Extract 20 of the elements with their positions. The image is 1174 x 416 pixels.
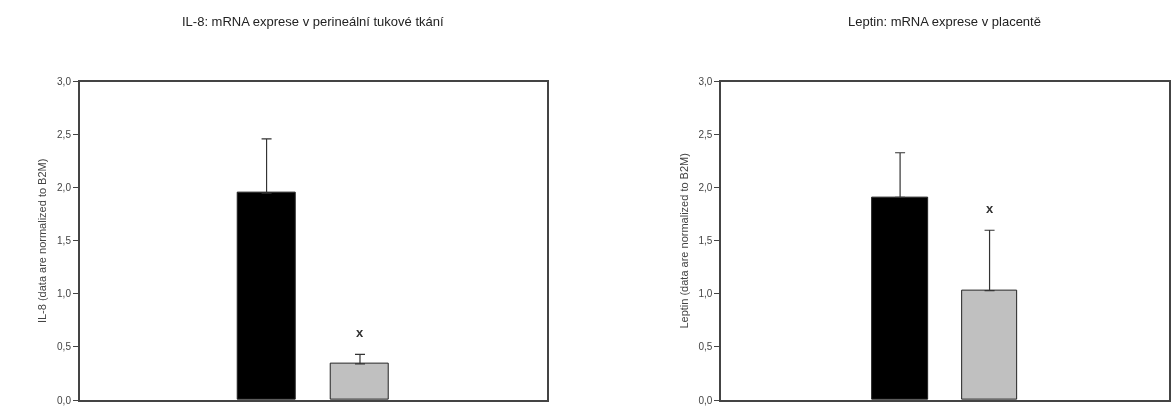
annotation: x <box>986 201 994 216</box>
y-tick-label: 2,5 <box>698 129 713 141</box>
y-tick-label: 1,5 <box>57 235 72 247</box>
y-tick-label: 0,5 <box>57 341 72 353</box>
y-tick-label: 1,0 <box>57 288 72 300</box>
y-axis-title: IL-8 (data are normalized to B2M) <box>36 158 49 324</box>
y-tick-label: 2,0 <box>57 182 72 194</box>
y-tick-label: 0,0 <box>57 394 72 406</box>
chart-title: IL-8: mRNA exprese v perineální tukové tkání <box>182 14 444 29</box>
y-tick-label: 1,0 <box>698 288 713 300</box>
y-tick-label: 2,5 <box>57 129 72 141</box>
y-tick-label: 1,5 <box>698 235 713 247</box>
y-tick-label: 2,0 <box>698 182 713 194</box>
y-tick-label: 0,5 <box>698 341 713 353</box>
y-tick-label: 3,0 <box>698 76 713 88</box>
y-axis-title: Leptin (data are normalized to B2M) <box>677 153 690 329</box>
y-tick-label: 0,0 <box>698 394 713 406</box>
chart-title: Leptin: mRNA exprese v placentě <box>848 14 1041 29</box>
y-tick-label: 3,0 <box>57 76 72 88</box>
annotation: x <box>356 325 364 340</box>
